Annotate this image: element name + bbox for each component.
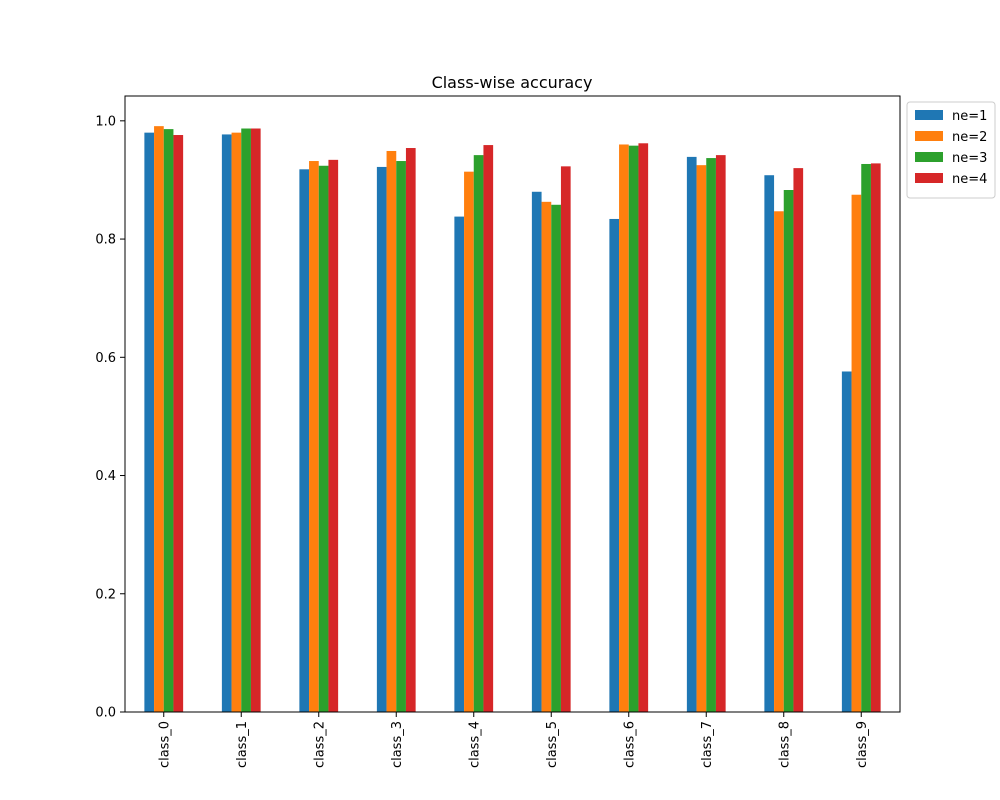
x-tick-label: class_3 [390, 721, 405, 768]
bar-class_3-series-3 [396, 161, 406, 712]
bar-class_1-series-2 [231, 132, 242, 712]
bar-class_5-series-2 [541, 201, 552, 712]
x-tick-label: class_8 [777, 721, 792, 768]
bar-class_8-series-2 [774, 211, 784, 712]
bar-class_5-series-1 [531, 191, 542, 712]
legend-swatch-series-3 [915, 152, 943, 162]
legend: ne=1 ne=2 ne=3 ne=4 [906, 101, 996, 199]
y-axis: 0.0 0.2 0.4 0.6 0.8 1.0 [95, 114, 125, 721]
bar-class_9-series-1 [841, 371, 852, 712]
bar-class_2-series-2 [309, 161, 319, 712]
bar-class_2-series-3 [318, 165, 329, 712]
bar-class_6-series-1 [609, 218, 620, 712]
bar-class_6-series-4 [638, 143, 649, 713]
bar-class_3-series-1 [376, 166, 387, 712]
bar-class_4-series-3 [473, 155, 484, 712]
bar-class_0-series-3 [163, 129, 174, 713]
bar-class_7-series-2 [696, 165, 707, 713]
bar-class_9-series-3 [861, 163, 871, 713]
x-tick-label: class_7 [700, 721, 715, 768]
bar-class_4-series-2 [464, 171, 474, 713]
bar-class_0-series-2 [154, 126, 164, 712]
x-tick-label: class_6 [622, 721, 637, 768]
bar-class_9-series-4 [870, 163, 881, 712]
y-tick-label: 0.0 [95, 706, 116, 721]
x-tick-label: class_5 [545, 721, 560, 768]
y-tick-label: 0.6 [95, 351, 116, 366]
bar-class_5-series-4 [560, 166, 571, 713]
legend-label-series-2: ne=2 [952, 130, 987, 145]
y-tick-label: 0.4 [95, 469, 116, 484]
bar-class_1-series-3 [241, 128, 251, 712]
y-tick-label: 0.2 [95, 587, 116, 602]
bars [144, 126, 881, 713]
legend-swatch-series-2 [915, 131, 943, 141]
bar-class_9-series-2 [851, 194, 862, 713]
bar-class_8-series-1 [764, 175, 775, 713]
bar-class_0-series-4 [173, 135, 184, 712]
bar-class_3-series-2 [386, 150, 397, 713]
x-tick-label: class_2 [312, 721, 327, 768]
bar-class_6-series-2 [619, 144, 629, 713]
bar-class_2-series-1 [299, 169, 310, 712]
bar-class_0-series-1 [144, 132, 155, 712]
legend-swatch-series-1 [915, 110, 943, 120]
x-tick-label: class_4 [467, 721, 482, 768]
chart-title: Class-wise accuracy [432, 73, 593, 92]
legend-label-series-4: ne=4 [952, 172, 987, 187]
bar-class_7-series-4 [715, 155, 726, 712]
x-axis: class_0 class_1 class_2 class_3 class_4 class… [157, 712, 870, 768]
plot-frame [124, 95, 901, 713]
y-tick-label: 0.8 [95, 233, 116, 248]
x-tick-label: class_9 [855, 721, 870, 768]
bar-class_6-series-3 [628, 145, 639, 712]
bar-class_1-series-4 [250, 128, 261, 712]
legend-label-series-1: ne=1 [952, 109, 987, 124]
y-tick-label: 1.0 [95, 114, 116, 129]
x-tick-label: class_0 [157, 721, 172, 768]
bar-class_4-series-4 [483, 145, 494, 712]
bar-class_4-series-1 [454, 216, 465, 712]
bar-class_3-series-4 [405, 148, 416, 712]
legend-label-series-3: ne=3 [952, 151, 987, 166]
bar-class_7-series-1 [686, 156, 697, 712]
bar-class_5-series-3 [551, 204, 561, 712]
bar-class_8-series-3 [783, 190, 794, 712]
bar-class_1-series-1 [221, 134, 232, 712]
bar-class_2-series-4 [328, 159, 339, 713]
legend-swatch-series-4 [915, 173, 943, 183]
bar-class_8-series-4 [793, 168, 804, 712]
x-tick-label: class_1 [235, 721, 250, 768]
bar-class_7-series-3 [706, 158, 716, 712]
